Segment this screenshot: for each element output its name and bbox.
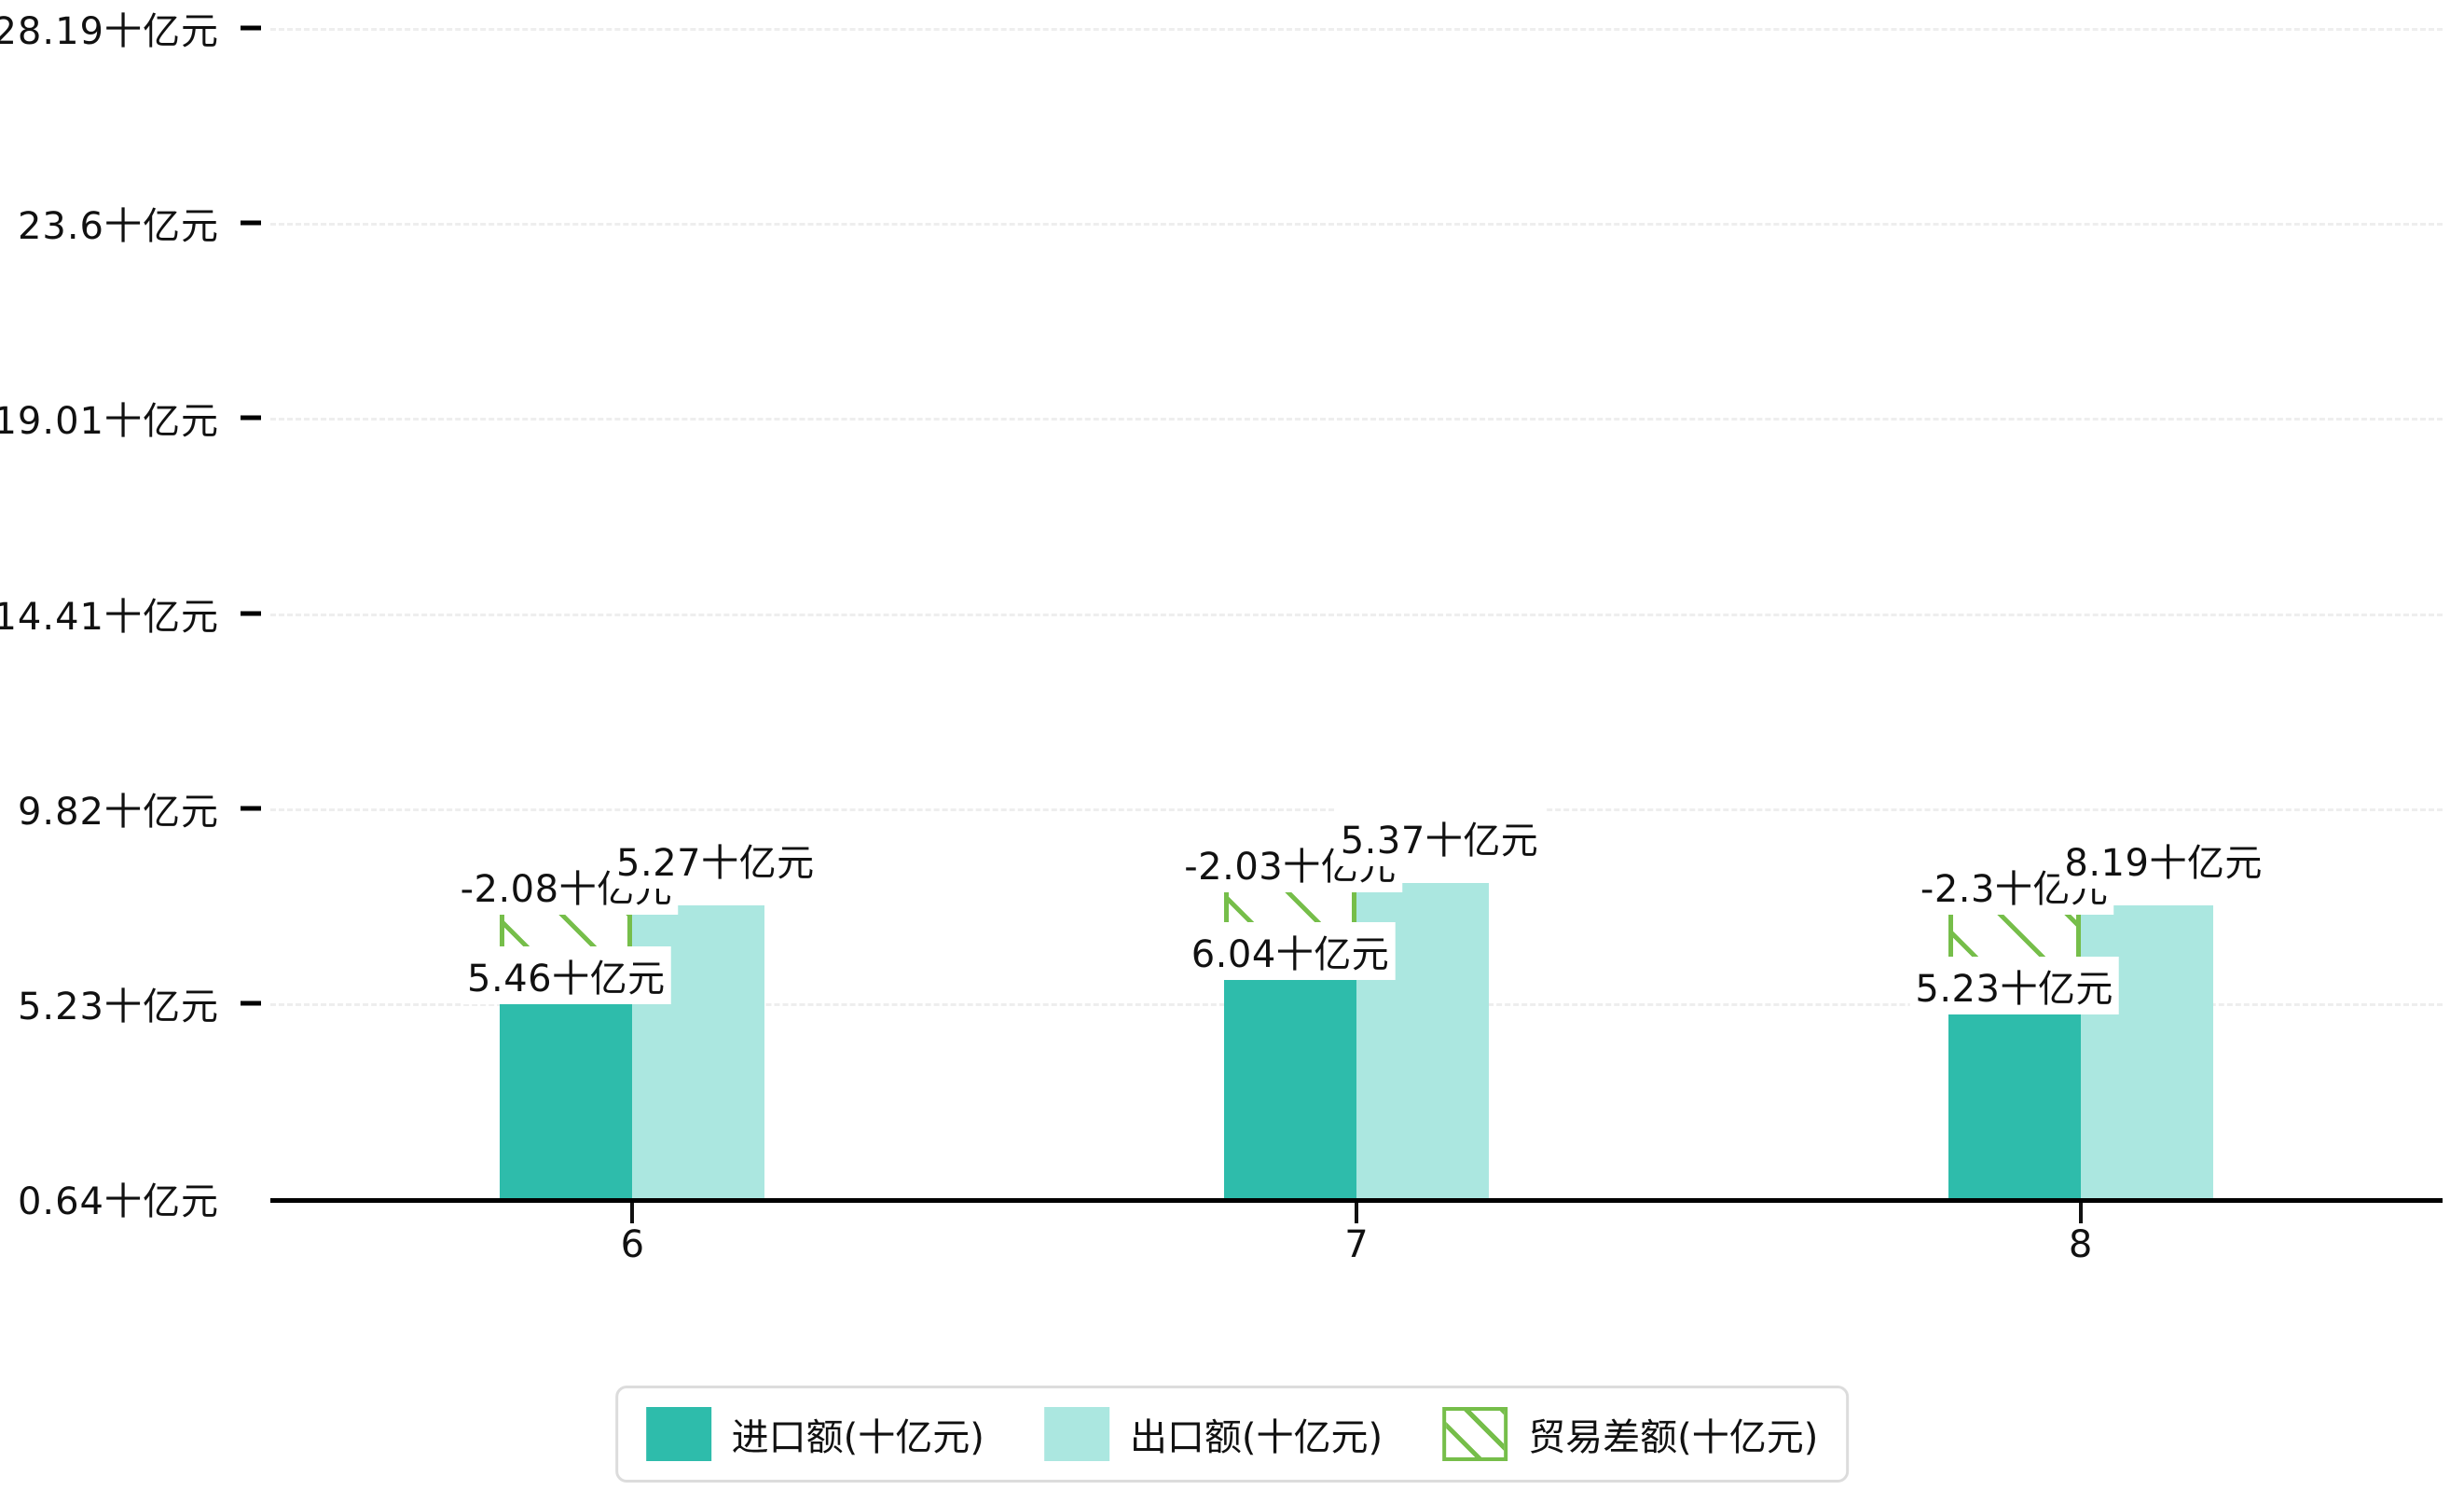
y-axis-tick-label: 28.19十亿元: [0, 10, 219, 53]
x-axis-tick-label: 8: [2068, 1223, 2093, 1266]
export-swatch-icon: [1043, 1407, 1109, 1461]
bar-import[interactable]: [500, 993, 633, 1198]
gridline: [270, 613, 2443, 616]
y-axis-tick-label: 19.01十亿元: [0, 400, 219, 444]
legend-label-import: 进口额(十亿元): [731, 1416, 984, 1459]
data-label-import: 6.04十亿元: [1185, 922, 1396, 980]
data-label-export: 8.19十亿元: [2058, 831, 2268, 890]
legend-item-balance[interactable]: 贸易差额(十亿元): [1442, 1407, 1818, 1461]
y-axis-tick-mark: [241, 415, 261, 421]
x-axis-tick-mark: [1355, 1203, 1358, 1223]
y-axis-tick-mark: [241, 220, 261, 226]
y-axis-tick-mark: [241, 25, 261, 31]
x-axis-tick-mark: [2078, 1203, 2083, 1223]
x-axis-tick-mark: [630, 1203, 635, 1223]
data-label-import: 5.46十亿元: [461, 946, 671, 1005]
data-label-import: 5.23十亿元: [1909, 956, 2119, 1014]
y-axis-tick-label: 5.23十亿元: [17, 985, 219, 1028]
bar-export[interactable]: [2080, 905, 2213, 1198]
legend-item-import[interactable]: 进口额(十亿元): [645, 1407, 984, 1461]
y-axis-tick-mark: [241, 806, 261, 811]
data-label-export: 5.37十亿元: [1334, 807, 1545, 866]
bar-import[interactable]: [1224, 969, 1356, 1198]
data-label-export: 5.27十亿元: [611, 830, 820, 889]
y-axis-tick-label: 14.41十亿元: [0, 595, 219, 639]
y-axis-tick-label: 9.82十亿元: [17, 790, 219, 834]
legend-label-balance: 贸易差额(十亿元): [1528, 1416, 1819, 1459]
gridline: [270, 223, 2443, 227]
import-swatch-icon: [645, 1407, 711, 1461]
bars-layer: [270, 28, 2443, 1198]
legend-label-export: 出口额(十亿元): [1129, 1416, 1383, 1459]
x-axis-tick-label: 6: [620, 1223, 645, 1266]
legend-item-export[interactable]: 出口额(十亿元): [1043, 1407, 1383, 1461]
balance-swatch-icon: [1442, 1407, 1508, 1461]
gridline: [270, 418, 2443, 421]
chart-legend: 进口额(十亿元) 出口额(十亿元) 贸易差额(十亿元): [614, 1386, 1850, 1483]
x-axis-tick-label: 7: [1344, 1223, 1369, 1266]
x-axis-line: [270, 1198, 2443, 1203]
y-axis-tick-mark: [241, 611, 261, 616]
bar-import[interactable]: [1948, 1002, 2081, 1198]
gridline: [270, 28, 2443, 31]
y-axis-tick-label: 0.64十亿元: [17, 1180, 219, 1223]
y-axis-tick-label: 23.6十亿元: [17, 205, 219, 249]
y-axis-tick-mark: [241, 1000, 261, 1006]
